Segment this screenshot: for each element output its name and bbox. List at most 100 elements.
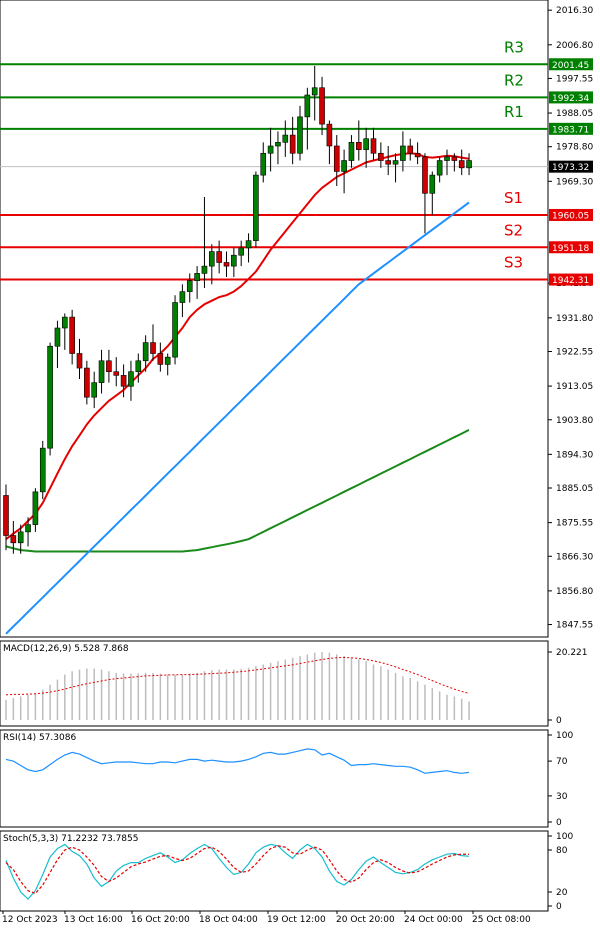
level-name-r3: R3 <box>504 38 524 56</box>
stochastic-indicator: 100 80 20 0 <box>5 832 573 912</box>
level-tag-s2 <box>549 241 593 254</box>
candle-body <box>142 342 149 362</box>
candle-body <box>172 302 178 358</box>
candle-body <box>238 247 244 256</box>
level-tag-text: 1992.34 <box>552 94 589 104</box>
candle-body <box>392 160 399 165</box>
support-resistance-levels: R3 R2 R1 S1 S2 S3 <box>0 38 548 281</box>
candle-body <box>289 134 296 154</box>
level-tag-r2 <box>549 91 593 104</box>
candle-body <box>466 160 472 169</box>
moving-averages <box>5 152 470 635</box>
candle-body <box>319 87 325 125</box>
rsi-tick-label: 0 <box>556 818 562 828</box>
level-tag-r1 <box>549 122 593 135</box>
level-tag-text: 1942.31 <box>552 276 589 286</box>
candle-body <box>47 345 53 449</box>
macd-signal-line <box>5 656 470 696</box>
macd-label: MACD(12,26,9) 5.528 7.868 <box>3 644 129 654</box>
price-tick-label: 1847.55 <box>556 621 593 631</box>
ma-mid-line <box>5 201 470 635</box>
price-tick-label: 2016.30 <box>556 6 593 16</box>
level-name-s3: S3 <box>504 254 523 272</box>
candle-body <box>76 353 83 369</box>
candle-body <box>282 134 289 143</box>
candle-body <box>414 152 421 158</box>
level-tag-text: 2001.45 <box>552 61 589 71</box>
rsi-line <box>5 748 470 774</box>
macd-tick-label: 20.221 <box>556 648 588 658</box>
price-tick-label: 1997.55 <box>556 74 593 84</box>
rsi-panel <box>0 729 549 828</box>
candle-body <box>458 160 465 169</box>
stoch-d-line <box>5 845 470 895</box>
macd-tick-label: 0 <box>556 716 562 726</box>
price-tick-label: 1988.05 <box>556 109 593 119</box>
candle-body <box>17 531 24 544</box>
candle-body <box>164 356 171 365</box>
candle-body <box>106 360 112 372</box>
candle-body <box>378 152 384 161</box>
price-tick-label: 1913.05 <box>556 382 593 392</box>
time-label: 13 Oct 16:00 <box>64 915 123 925</box>
candle-body <box>91 382 97 398</box>
time-label: 25 Oct 08:00 <box>472 915 531 925</box>
level-tag-text: 1960.05 <box>552 211 589 221</box>
candle-body <box>157 353 164 365</box>
price-tick-label: 1885.05 <box>556 484 593 494</box>
candle-body <box>363 138 369 150</box>
candle-body <box>245 240 252 249</box>
candle-body <box>150 342 156 354</box>
candle-body <box>422 156 428 194</box>
candle-body <box>135 360 142 372</box>
level-name-s1: S1 <box>504 189 523 207</box>
candle-body <box>326 123 333 147</box>
stoch-tick-label: 80 <box>556 846 568 856</box>
candle-body <box>341 160 347 172</box>
candle-body <box>61 316 68 329</box>
candle-body <box>54 327 61 347</box>
candle-body <box>209 251 215 267</box>
current-price-text: 1973.32 <box>552 163 589 173</box>
candle-body <box>444 156 450 161</box>
candle-body <box>311 87 318 96</box>
level-tag-s3 <box>549 273 593 286</box>
candle-body <box>297 116 303 154</box>
candle-body <box>69 316 75 354</box>
candle-body <box>216 251 222 263</box>
level-name-r1: R1 <box>504 103 524 121</box>
price-axis: 2016.30 2006.80 1997.55 1988.05 1978.80 1969.… <box>548 6 593 631</box>
price-tick-label: 1894.30 <box>556 450 593 460</box>
price-panel <box>0 0 549 638</box>
candle-body <box>451 156 458 161</box>
rsi-label: RSI(14) 57.3086 <box>3 733 76 743</box>
price-tick-label: 1969.30 <box>556 177 593 187</box>
time-axis: 12 Oct 2023 13 Oct 16:00 16 Oct 20:00 18 Oc… <box>2 911 531 925</box>
level-tag-text: 1983.71 <box>552 125 589 135</box>
ma-slow-line <box>5 429 470 553</box>
price-tick-label: 1922.55 <box>556 347 593 357</box>
candle-body <box>304 94 311 118</box>
candle-body <box>223 262 230 267</box>
rsi-tick-label: 100 <box>556 731 573 741</box>
level-tag-text: 1951.18 <box>552 244 589 254</box>
candle-body <box>186 280 193 292</box>
stoch-tick-label: 20 <box>556 888 568 898</box>
candle-body <box>201 265 208 274</box>
candle-body <box>120 375 127 387</box>
candle-body <box>436 160 443 176</box>
candle-body <box>98 360 105 383</box>
candlesticks <box>3 65 472 554</box>
candle-body <box>348 142 355 161</box>
rsi-tick-label: 70 <box>556 757 568 767</box>
candle-body <box>275 142 281 147</box>
time-label: 20 Oct 20:00 <box>336 915 395 925</box>
rsi-tick-label: 30 <box>556 792 568 802</box>
time-label: 24 Oct 00:00 <box>404 915 463 925</box>
time-label: 16 Oct 20:00 <box>131 915 190 925</box>
price-tick-label: 1866.30 <box>556 552 593 562</box>
candle-body <box>253 174 259 241</box>
candle-body <box>179 291 186 303</box>
candle-body <box>400 145 406 161</box>
